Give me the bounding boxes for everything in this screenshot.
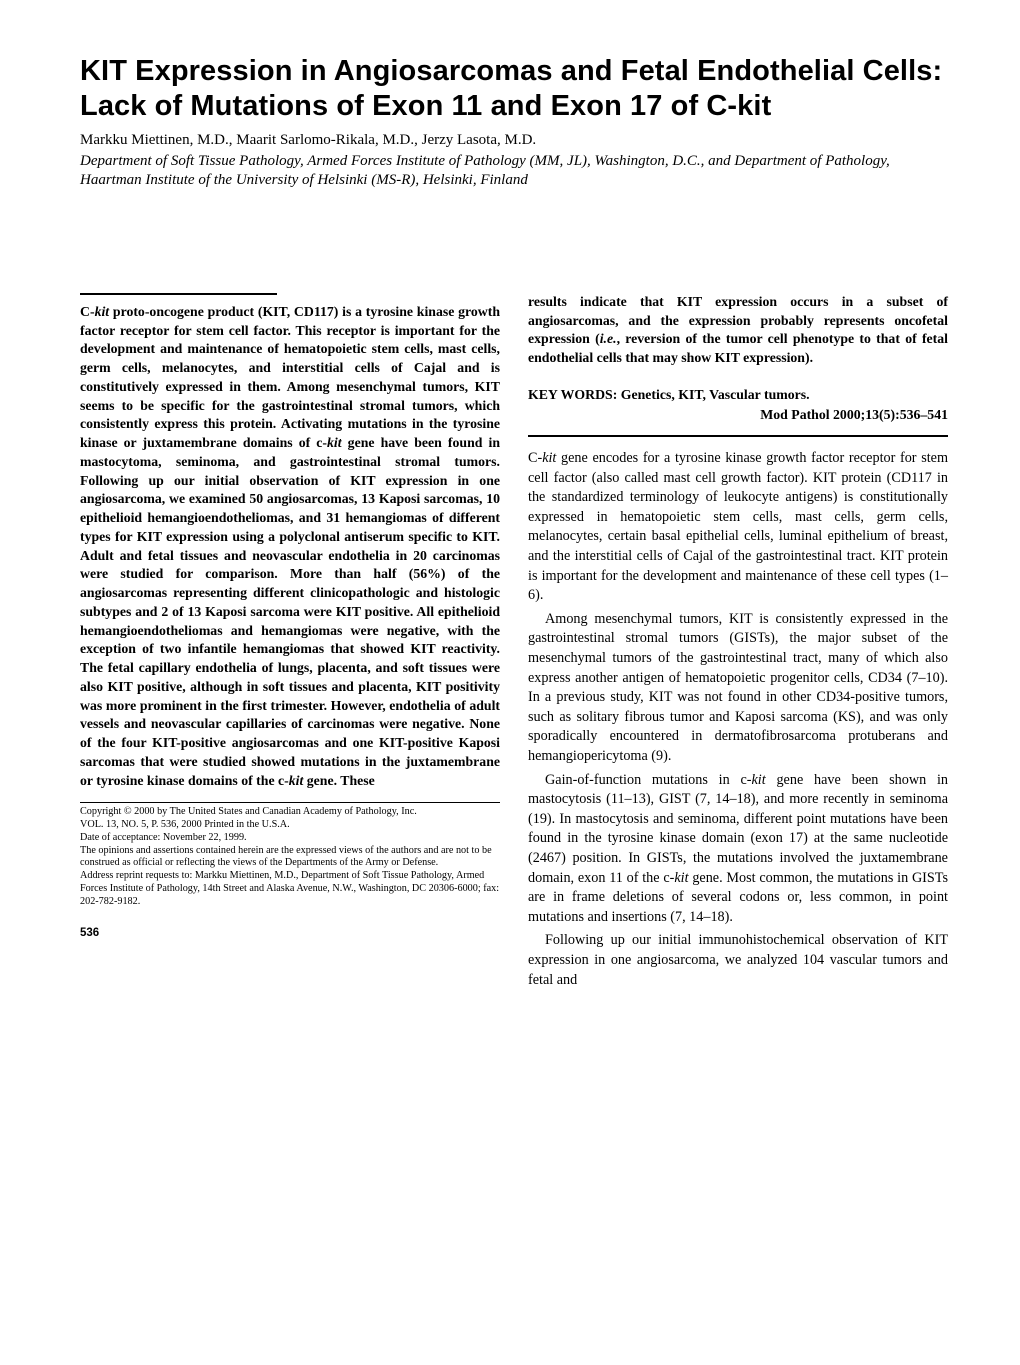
abstract-right: results indicate that KIT expression occ… bbox=[528, 293, 948, 368]
abstract-bottom-rule bbox=[528, 435, 948, 437]
abstract-left: C-kit proto-oncogene product (KIT, CD117… bbox=[80, 303, 500, 791]
footnote-reprints: Address reprint requests to: Markku Miet… bbox=[80, 870, 500, 908]
body-para-2: Among mesenchymal tumors, KIT is consist… bbox=[528, 610, 948, 767]
page-number: 536 bbox=[80, 926, 500, 942]
right-column: results indicate that KIT expression occ… bbox=[528, 293, 948, 994]
footnotes-block: Copyright © 2000 by The United States an… bbox=[80, 802, 500, 908]
abstract-left-run: C-kit proto-oncogene product (KIT, CD117… bbox=[80, 304, 500, 788]
left-column: C-kit proto-oncogene product (KIT, CD117… bbox=[80, 293, 500, 942]
journal-reference: Mod Pathol 2000;13(5):536–541 bbox=[528, 406, 948, 425]
affiliation-line: Department of Soft Tissue Pathology, Arm… bbox=[80, 152, 948, 191]
page-root: KIT Expression in Angiosarcomas and Feta… bbox=[0, 0, 1020, 1034]
footnote-copyright: Copyright © 2000 by The United States an… bbox=[80, 806, 500, 819]
authors-line: Markku Miettinen, M.D., Maarit Sarlomo-R… bbox=[80, 130, 948, 150]
footnote-volume: VOL. 13, NO. 5, P. 536, 2000 Printed in … bbox=[80, 819, 500, 832]
article-title: KIT Expression in Angiosarcomas and Feta… bbox=[80, 54, 948, 124]
body-para-1: C-kit gene encodes for a tyrosine kinase… bbox=[528, 449, 948, 606]
footnote-acceptance: Date of acceptance: November 22, 1999. bbox=[80, 832, 500, 845]
two-column-layout: C-kit proto-oncogene product (KIT, CD117… bbox=[80, 293, 948, 994]
abstract-right-run: results indicate that KIT expression occ… bbox=[528, 294, 948, 365]
body-para-3: Gain-of-function mutations in c-kit gene… bbox=[528, 771, 948, 928]
footnote-disclaimer: The opinions and assertions contained he… bbox=[80, 845, 500, 871]
keywords-line: KEY WORDS: Genetics, KIT, Vascular tumor… bbox=[528, 386, 948, 405]
body-para-4: Following up our initial immunohistochem… bbox=[528, 931, 948, 990]
abstract-top-rule bbox=[80, 293, 277, 295]
